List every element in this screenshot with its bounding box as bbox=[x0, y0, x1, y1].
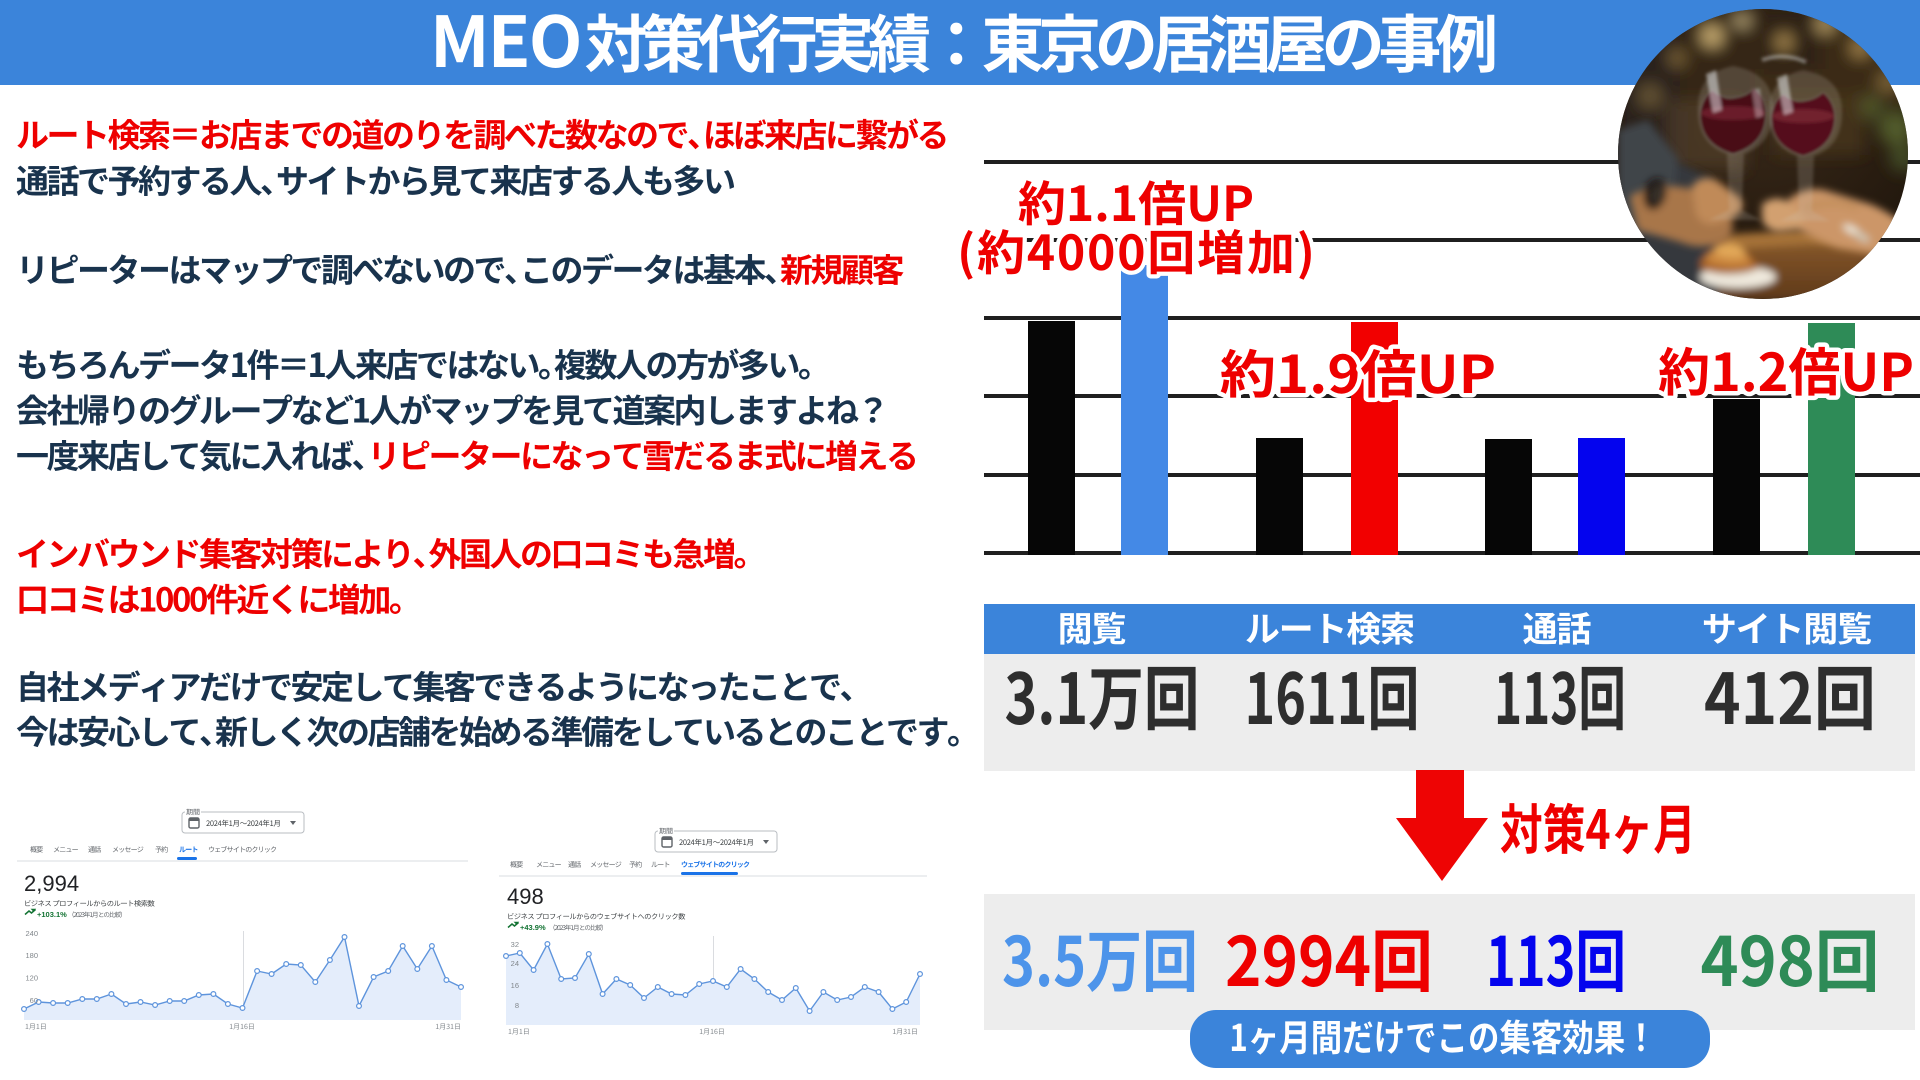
svg-text:2,994: 2,994 bbox=[24, 871, 79, 896]
svg-text:8: 8 bbox=[515, 1001, 519, 1010]
svg-text:498: 498 bbox=[507, 884, 544, 909]
svg-text:24: 24 bbox=[511, 959, 519, 968]
svg-text:32: 32 bbox=[511, 940, 519, 949]
svg-text:16: 16 bbox=[511, 981, 519, 990]
svg-text:+43.9%: +43.9% bbox=[520, 923, 546, 932]
svg-text:240: 240 bbox=[25, 929, 38, 938]
svg-text:+103.1%: +103.1% bbox=[37, 910, 67, 919]
svg-text:120: 120 bbox=[25, 974, 38, 983]
svg-text:60: 60 bbox=[30, 996, 38, 1005]
svg-text:180: 180 bbox=[25, 951, 38, 960]
